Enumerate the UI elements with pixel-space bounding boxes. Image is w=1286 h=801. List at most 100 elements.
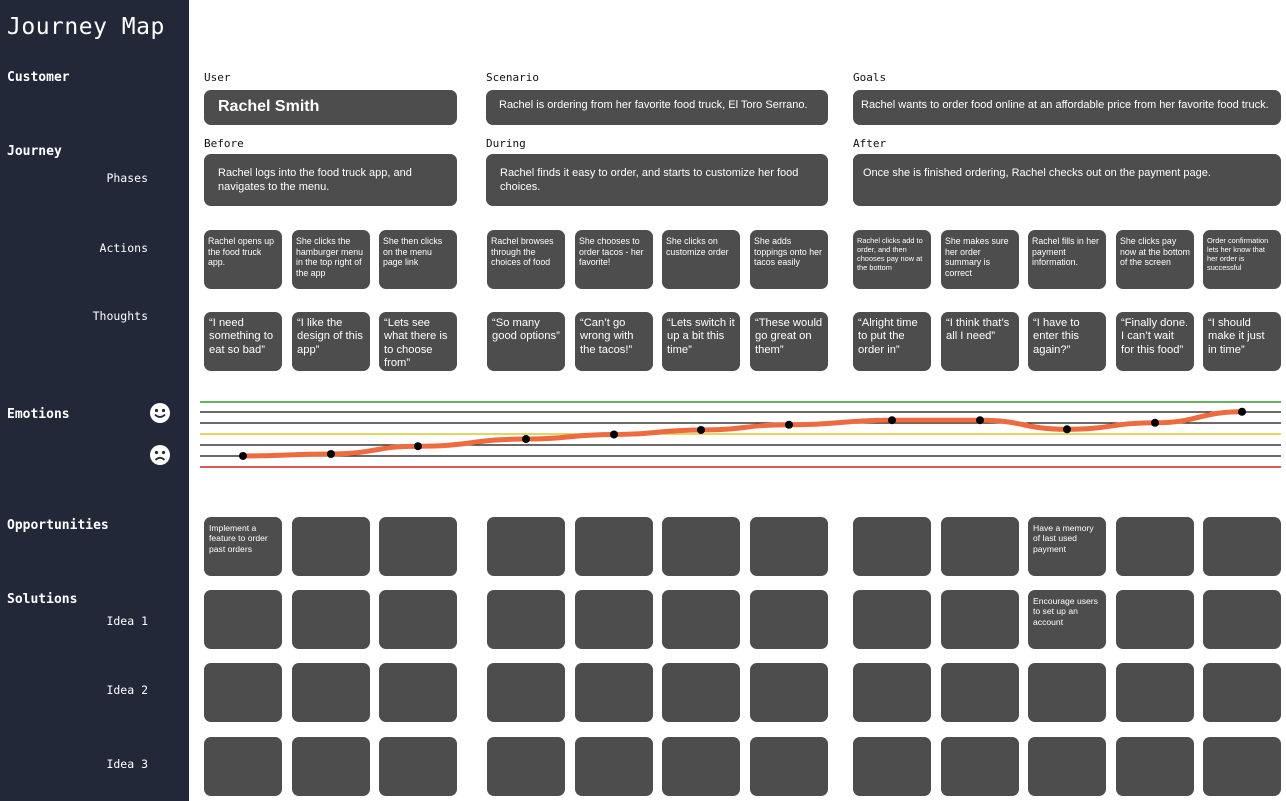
row-label-actions: Actions	[99, 241, 148, 255]
thought-box: “I think that’s all I need”	[941, 312, 1019, 371]
thought-box: “I should make it just in time”	[1203, 312, 1281, 371]
phase-box-before: Rachel logs into the food truck app, and…	[204, 154, 457, 206]
action-box: She clicks the hamburger menu in the top…	[292, 230, 370, 289]
action-box: She clicks on customize order	[662, 230, 740, 289]
emotion-point	[976, 416, 984, 425]
opportunity-box	[941, 517, 1019, 576]
smiley-face-icon	[150, 403, 170, 423]
idea-2-box	[575, 663, 653, 722]
emotion-line	[240, 409, 1245, 459]
emotion-point	[1151, 418, 1159, 427]
emotion-point	[1063, 425, 1071, 434]
idea-1-box	[750, 590, 828, 649]
thought-box: “So many good options”	[487, 312, 565, 371]
idea-3-box	[941, 737, 1019, 796]
idea-2-box	[1116, 663, 1194, 722]
action-box: She clicks pay now at the bottom of the …	[1116, 230, 1194, 289]
row-label-idea-3: Idea 3	[106, 757, 148, 771]
action-box: Rachel clicks add to order, and then cho…	[853, 230, 931, 289]
thought-box: “Lets switch it up a bit this time”	[662, 312, 740, 371]
idea-1-box	[292, 590, 370, 649]
phase-label-during: During	[486, 137, 526, 150]
idea-1-box	[575, 590, 653, 649]
idea-2-box	[750, 663, 828, 722]
idea-3-box	[575, 737, 653, 796]
idea-2-box	[1203, 663, 1281, 722]
idea-3-box	[853, 737, 931, 796]
thought-box: “Finally done. I can’t wait for this foo…	[1116, 312, 1194, 371]
emotion-point	[785, 420, 793, 429]
opportunity-box	[1203, 517, 1281, 576]
action-box: She then clicks on the menu page link	[379, 230, 457, 289]
section-emotions: Emotions	[7, 407, 70, 422]
scenario-box: Rachel is ordering from her favorite foo…	[486, 90, 828, 125]
opportunity-box	[292, 517, 370, 576]
thought-box: “Alright time to put the order in”	[853, 312, 931, 371]
thought-box: “Can’t go wrong with the tacos!”	[575, 312, 653, 371]
opportunity-box	[750, 517, 828, 576]
action-box: She chooses to order tacos - her favorit…	[575, 230, 653, 289]
idea-2-box	[941, 663, 1019, 722]
idea-1-box	[1116, 590, 1194, 649]
action-box: Order confirmation lets her know that he…	[1203, 230, 1281, 289]
user-label: User	[204, 71, 231, 84]
emotion-point	[522, 435, 530, 444]
opportunity-box	[487, 517, 565, 576]
phase-box-during: Rachel finds it easy to order, and start…	[486, 154, 828, 206]
opportunity-box: Have a memory of last used payment	[1028, 517, 1106, 576]
idea-1-box	[941, 590, 1019, 649]
idea-3-box	[1116, 737, 1194, 796]
section-opportunities: Opportunities	[7, 518, 109, 533]
opportunity-box	[662, 517, 740, 576]
section-customer: Customer	[7, 70, 70, 85]
phase-label-after: After	[853, 137, 887, 150]
action-box: She makes sure her order summary is corr…	[941, 230, 1019, 289]
emotion-point	[414, 442, 422, 451]
row-label-idea-1: Idea 1	[106, 614, 148, 628]
opportunity-box	[853, 517, 931, 576]
emotion-point	[239, 451, 247, 460]
idea-2-box	[662, 663, 740, 722]
page-title: Journey Map	[7, 14, 165, 40]
row-label-phases: Phases	[106, 171, 148, 185]
goals-box: Rachel wants to order food online at an …	[853, 90, 1281, 125]
idea-1-box	[1203, 590, 1281, 649]
user-name-box: Rachel Smith	[204, 90, 457, 125]
idea-3-box	[487, 737, 565, 796]
thought-box: “I need something to eat so bad”	[204, 312, 282, 371]
sad-face-icon	[150, 445, 170, 465]
emotion-point	[610, 430, 618, 439]
idea-1-box	[379, 590, 457, 649]
emotion-point	[888, 416, 896, 425]
idea-3-box	[379, 737, 457, 796]
action-box: Rachel browses through the choices of fo…	[487, 230, 565, 289]
thought-box: “Lets see what there is to choose from”	[379, 312, 457, 371]
idea-1-box	[662, 590, 740, 649]
idea-1-box	[204, 590, 282, 649]
action-box: Rachel fills in her payment information.	[1028, 230, 1106, 289]
idea-3-box	[1203, 737, 1281, 796]
emotion-graph	[200, 401, 1281, 468]
emotion-point	[697, 425, 705, 434]
idea-3-box	[750, 737, 828, 796]
thought-box: “I like the design of this app”	[292, 312, 370, 371]
section-journey: Journey	[7, 144, 62, 159]
idea-1-box	[853, 590, 931, 649]
idea-2-box	[379, 663, 457, 722]
section-solutions: Solutions	[7, 592, 78, 607]
thought-box: “I have to enter this again?”	[1028, 312, 1106, 371]
opportunity-box	[575, 517, 653, 576]
row-label-idea-2: Idea 2	[106, 683, 148, 697]
idea-1-box: Encourage users to set up an account	[1028, 590, 1106, 649]
action-box: Rachel opens up the food truck app.	[204, 230, 282, 289]
row-label-thoughts: Thoughts	[92, 309, 148, 323]
sidebar: Journey Map Customer Journey Phases Acti…	[0, 0, 189, 801]
idea-2-box	[204, 663, 282, 722]
idea-3-box	[1028, 737, 1106, 796]
idea-2-box	[487, 663, 565, 722]
idea-2-box	[853, 663, 931, 722]
phase-box-after: Once she is finished ordering, Rachel ch…	[853, 154, 1281, 206]
phase-label-before: Before	[204, 137, 244, 150]
idea-2-box	[292, 663, 370, 722]
action-box: She adds toppings onto her tacos easily	[750, 230, 828, 289]
